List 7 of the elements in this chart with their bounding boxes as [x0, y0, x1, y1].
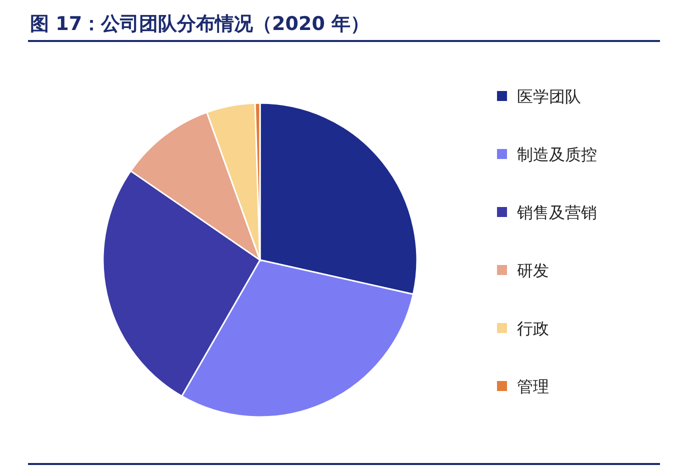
- legend-label: 研发: [517, 261, 549, 280]
- legend-label: 销售及营销: [516, 203, 597, 222]
- legend-label: 行政: [517, 319, 549, 338]
- chart-title: 图 17：公司团队分布情况（2020 年）: [30, 13, 370, 35]
- legend-label: 制造及质控: [517, 145, 597, 164]
- legend-label: 医学团队: [517, 87, 581, 106]
- legend-label: 管理: [517, 377, 549, 396]
